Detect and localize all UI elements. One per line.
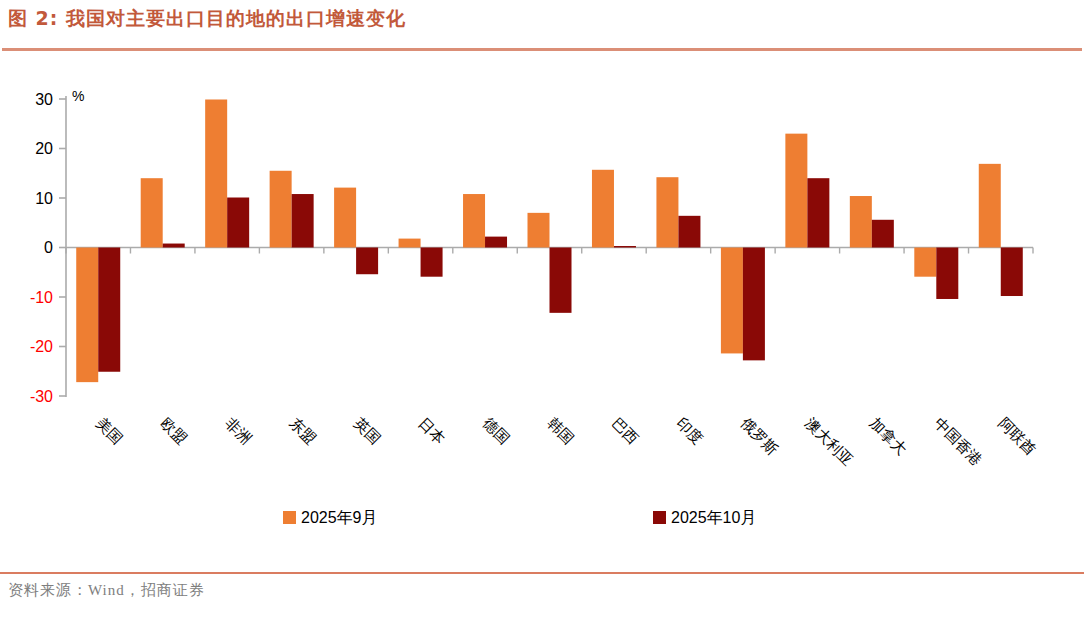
bar-2025年10月-欧盟: [163, 244, 185, 248]
bar-2025年10月-印度: [678, 216, 700, 248]
legend-label: 2025年9月: [301, 509, 378, 526]
bar-2025年9月-美国: [76, 248, 98, 383]
data-source-note: 资料来源：Wind，招商证券: [8, 581, 205, 600]
bar-2025年10月-中国香港: [936, 248, 958, 299]
x-category-label: 中国香港: [931, 414, 985, 468]
bar-2025年10月-俄罗斯: [743, 248, 765, 361]
bar-2025年9月-英国: [334, 188, 356, 248]
bar-2025年9月-日本: [399, 239, 421, 248]
bar-2025年10月-日本: [421, 248, 443, 277]
bar-2025年9月-阿联酋: [979, 164, 1001, 248]
bar-2025年9月-非洲: [205, 99, 227, 247]
x-category-label: 东盟: [287, 414, 320, 447]
x-category-label: 韩国: [544, 414, 577, 447]
x-category-label: 欧盟: [158, 414, 191, 447]
bar-2025年10月-韩国: [550, 248, 572, 313]
x-category-label: 英国: [351, 414, 384, 447]
legend-label: 2025年10月: [671, 509, 756, 526]
bar-2025年10月-巴西: [614, 246, 636, 247]
bar-2025年10月-非洲: [227, 198, 249, 248]
bar-2025年9月-欧盟: [141, 178, 163, 247]
y-axis-tick-label: -20: [30, 338, 53, 355]
x-category-label: 日本: [415, 414, 448, 447]
x-category-label: 阿联酋: [996, 414, 1040, 458]
x-category-label: 非洲: [222, 414, 255, 447]
bar-2025年10月-德国: [485, 237, 507, 248]
bar-2025年9月-韩国: [528, 213, 550, 248]
bar-2025年9月-加拿大: [850, 196, 872, 247]
x-category-label: 巴西: [609, 414, 642, 447]
y-axis-tick-label: 10: [35, 190, 53, 207]
y-axis-unit-label: %: [72, 88, 84, 104]
bar-2025年9月-德国: [463, 194, 485, 247]
x-category-label: 澳大利亚: [802, 414, 856, 468]
legend-swatch-2025年10月: [653, 511, 666, 524]
x-category-label: 加拿大: [867, 414, 911, 458]
bar-2025年10月-澳大利亚: [807, 178, 829, 247]
bar-2025年9月-俄罗斯: [721, 248, 743, 354]
x-category-label: 美国: [93, 414, 126, 447]
x-category-label: 俄罗斯: [737, 413, 782, 458]
footer-separator-line: [0, 572, 1084, 574]
bar-2025年10月-美国: [98, 248, 120, 372]
report-figure: 图 2: 我国对主要出口目的地的出口增速变化 3020100-10-20-30%…: [0, 0, 1084, 627]
x-category-label: 德国: [479, 413, 513, 447]
bar-2025年10月-加拿大: [872, 220, 894, 248]
y-axis-tick-label: 0: [44, 239, 53, 256]
bar-2025年10月-东盟: [292, 194, 314, 247]
bar-2025年9月-印度: [656, 177, 678, 247]
y-axis-tick-label: 30: [35, 91, 53, 108]
bar-2025年10月-阿联酋: [1001, 248, 1023, 297]
y-axis-tick-label: 20: [35, 140, 53, 157]
bar-2025年10月-英国: [356, 248, 378, 275]
bar-2025年9月-澳大利亚: [785, 134, 807, 248]
y-axis-tick-label: -10: [30, 289, 53, 306]
export-growth-bar-chart: 30 20 10 0 -10 -20 -30% 美国欧盟非洲东盟英国日本德国韩国巴西印度俄罗斯…: [0, 0, 1084, 627]
bar-2025年9月-巴西: [592, 170, 614, 248]
x-category-label: 印度: [673, 414, 706, 447]
legend-swatch-2025年9月: [283, 511, 296, 524]
bar-2025年9月-中国香港: [914, 248, 936, 277]
bar-2025年9月-东盟: [270, 171, 292, 248]
y-axis-tick-label: -30: [30, 388, 53, 405]
